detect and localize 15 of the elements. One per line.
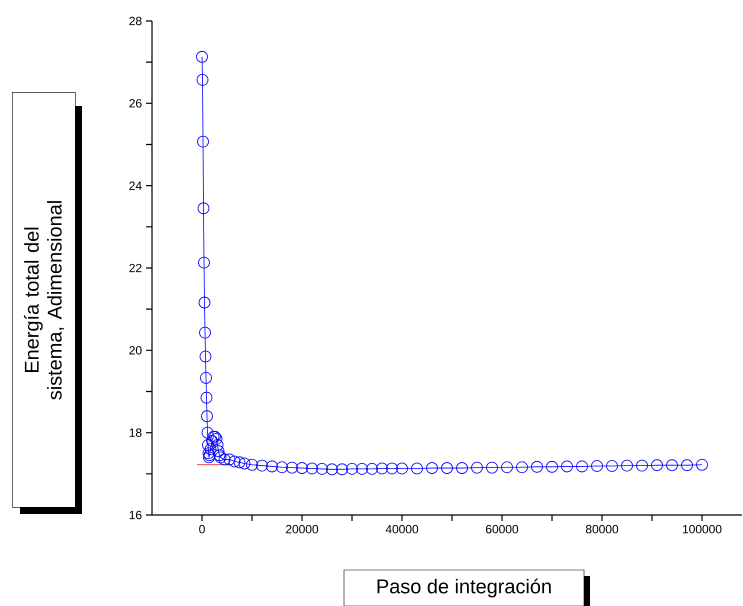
y-tick-label: 20: [129, 346, 142, 354]
x-tick-label: 60000: [486, 524, 518, 534]
x-tick-label: 100000: [682, 524, 722, 534]
x-tick-label: 80000: [586, 524, 618, 534]
y-axis-title: Energía total del sistema, Adimensional: [24, 201, 64, 400]
y-tick-label: 26: [129, 98, 142, 108]
x-axis-title: Paso de integración: [378, 578, 551, 598]
x-tick-label: 0: [199, 524, 205, 534]
x-tick-label: 20000: [286, 524, 318, 534]
y-tick-label: 24: [129, 181, 142, 190]
y-tick-label: 16: [130, 510, 142, 520]
y-tick-label: 22: [129, 264, 142, 272]
x-tick-label: 40000: [386, 524, 418, 534]
y-tick-label: 18: [130, 428, 142, 437]
y-tick-label: 28: [129, 16, 142, 26]
